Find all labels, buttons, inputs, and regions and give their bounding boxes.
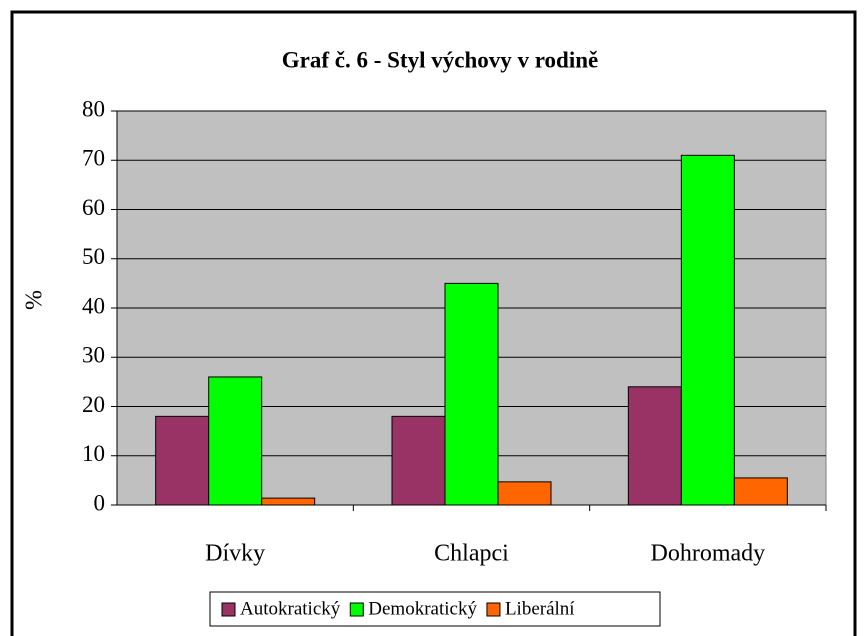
x-tick-label: Dívky (205, 541, 265, 567)
legend-label: Autokratický (240, 598, 341, 619)
bar (155, 415, 210, 506)
x-tick-label: Dohromady (651, 541, 766, 567)
bar (497, 481, 552, 506)
y-tick-label: 30 (82, 343, 105, 368)
bar (208, 376, 263, 506)
bar (733, 477, 788, 506)
x-tick-label: Chlapci (434, 541, 509, 567)
legend-label: Liberální (505, 598, 575, 619)
bar (627, 386, 682, 506)
y-tick-label: 70 (82, 146, 105, 171)
legend-swatch (486, 602, 501, 617)
bar (261, 497, 316, 506)
chart-title: Graf č. 6 - Styl výchovy v rodině (282, 47, 598, 72)
legend-swatch (349, 602, 364, 617)
bar (680, 154, 735, 506)
legend-box (209, 591, 661, 627)
y-tick-label: 10 (82, 441, 105, 466)
y-tick-label: 50 (82, 244, 105, 269)
bar (444, 282, 499, 506)
bar (391, 415, 446, 506)
y-tick-label: 0 (94, 490, 106, 515)
y-tick-label: 80 (82, 96, 105, 121)
legend-label: Demokratický (368, 598, 477, 619)
y-axis-label: % (22, 290, 48, 310)
legend-swatch (221, 602, 236, 617)
y-tick-label: 20 (82, 392, 105, 417)
y-tick-label: 60 (82, 195, 105, 220)
y-tick-label: 40 (82, 293, 105, 318)
